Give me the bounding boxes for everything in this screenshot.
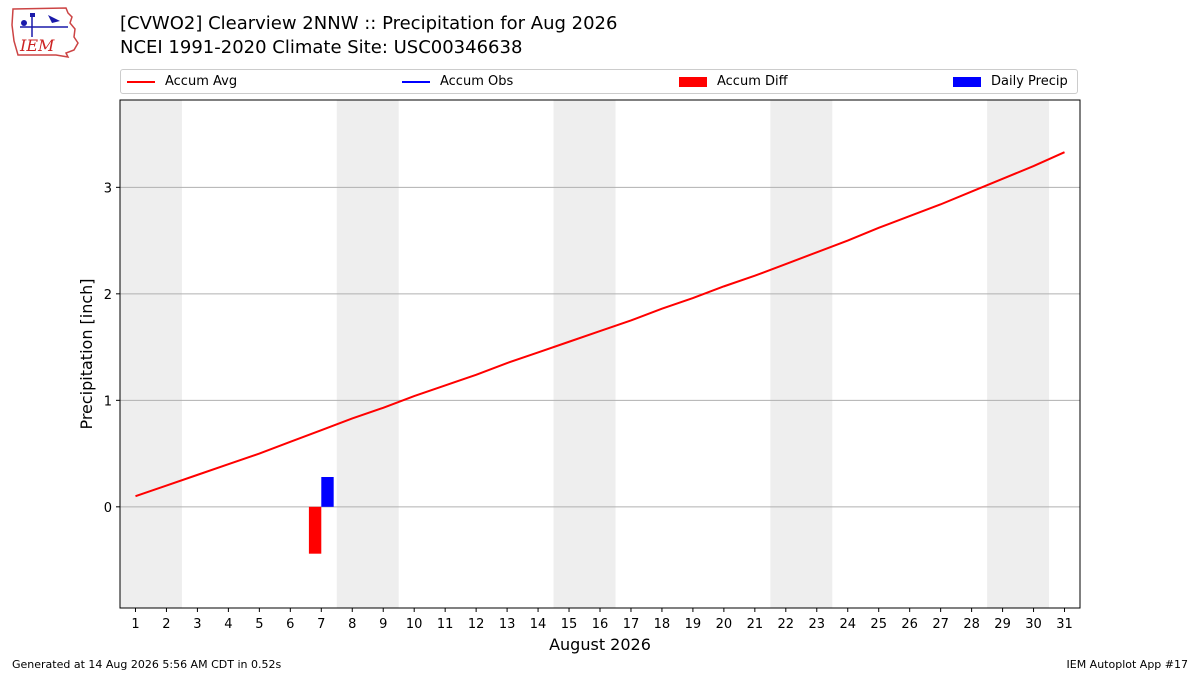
y-tick-label: 3 bbox=[104, 181, 112, 196]
weekend-band bbox=[987, 100, 1050, 608]
legend-label-accum-avg: Accum Avg bbox=[165, 74, 238, 89]
chart-title-line2: NCEI 1991-2020 Climate Site: USC00346638 bbox=[120, 37, 523, 58]
weekend-band bbox=[120, 100, 182, 608]
x-tick-label: 19 bbox=[685, 617, 702, 632]
x-tick-label: 4 bbox=[224, 617, 232, 632]
legend-label-accum-obs: Accum Obs bbox=[440, 74, 514, 89]
x-tick-label: 1 bbox=[131, 617, 139, 632]
x-tick-label: 8 bbox=[348, 617, 356, 632]
x-tick-label: 13 bbox=[499, 617, 516, 632]
x-tick-label: 25 bbox=[870, 617, 887, 632]
x-tick-label: 3 bbox=[193, 617, 201, 632]
x-tick-label: 31 bbox=[1056, 617, 1073, 632]
footer-app-text: IEM Autoplot App #17 bbox=[1066, 658, 1189, 671]
legend-item-accum-avg: Accum Avg bbox=[127, 70, 237, 93]
x-tick-label: 24 bbox=[839, 617, 856, 632]
x-tick-label: 28 bbox=[963, 617, 980, 632]
footer-generated-text: Generated at 14 Aug 2026 5:56 AM CDT in … bbox=[12, 658, 282, 671]
daily-precip-bar bbox=[321, 477, 334, 507]
accum-diff-bar bbox=[308, 506, 322, 554]
weekend-band bbox=[336, 100, 399, 608]
x-tick-label: 27 bbox=[932, 617, 949, 632]
x-tick-label: 22 bbox=[778, 617, 795, 632]
y-axis-label: Precipitation [inch] bbox=[77, 278, 96, 429]
x-tick-label: 14 bbox=[530, 617, 547, 632]
y-tick-label: 2 bbox=[104, 288, 112, 303]
x-tick-label: 21 bbox=[747, 617, 764, 632]
y-tick-label: 1 bbox=[104, 394, 112, 409]
y-tick-label: 0 bbox=[104, 501, 112, 516]
x-tick-label: 29 bbox=[994, 617, 1011, 632]
x-tick-label: 18 bbox=[654, 617, 671, 632]
weekend-band bbox=[770, 100, 833, 608]
legend-item-daily-precip: Daily Precip bbox=[953, 70, 1068, 93]
x-tick-label: 11 bbox=[437, 617, 454, 632]
legend-swatch-accum-diff bbox=[679, 76, 707, 87]
legend-label-daily-precip: Daily Precip bbox=[991, 74, 1068, 89]
logo-text: IEM bbox=[19, 36, 55, 55]
legend-item-accum-diff: Accum Diff bbox=[679, 70, 788, 93]
x-tick-label: 16 bbox=[592, 617, 609, 632]
x-tick-label: 6 bbox=[286, 617, 294, 632]
weekend-band bbox=[553, 100, 616, 608]
legend-swatch-accum-avg bbox=[127, 80, 155, 83]
x-tick-label: 5 bbox=[255, 617, 263, 632]
x-axis-label: August 2026 bbox=[549, 635, 651, 654]
legend-label-accum-diff: Accum Diff bbox=[717, 74, 788, 89]
x-tick-label: 7 bbox=[317, 617, 325, 632]
legend-swatch-accum-obs bbox=[402, 80, 430, 83]
chart-legend: Accum Avg Accum Obs Accum Diff Daily Pre… bbox=[120, 69, 1078, 94]
x-tick-label: 30 bbox=[1025, 617, 1042, 632]
x-tick-label: 12 bbox=[468, 617, 485, 632]
legend-item-accum-obs: Accum Obs bbox=[402, 70, 513, 93]
series-line-accum-avg bbox=[135, 151, 1065, 498]
legend-swatch-daily-precip bbox=[953, 76, 981, 87]
iem-logo-icon: IEM bbox=[11, 7, 79, 58]
x-tick-label: 15 bbox=[561, 617, 578, 632]
x-tick-label: 9 bbox=[379, 617, 387, 632]
x-tick-label: 17 bbox=[623, 617, 640, 632]
x-tick-label: 10 bbox=[406, 617, 423, 632]
x-tick-label: 20 bbox=[716, 617, 733, 632]
chart-title-line1: [CVWO2] Clearview 2NNW :: Precipitation … bbox=[120, 13, 618, 34]
x-tick-label: 2 bbox=[162, 617, 170, 632]
x-tick-label: 23 bbox=[809, 617, 826, 632]
x-tick-label: 26 bbox=[901, 617, 918, 632]
